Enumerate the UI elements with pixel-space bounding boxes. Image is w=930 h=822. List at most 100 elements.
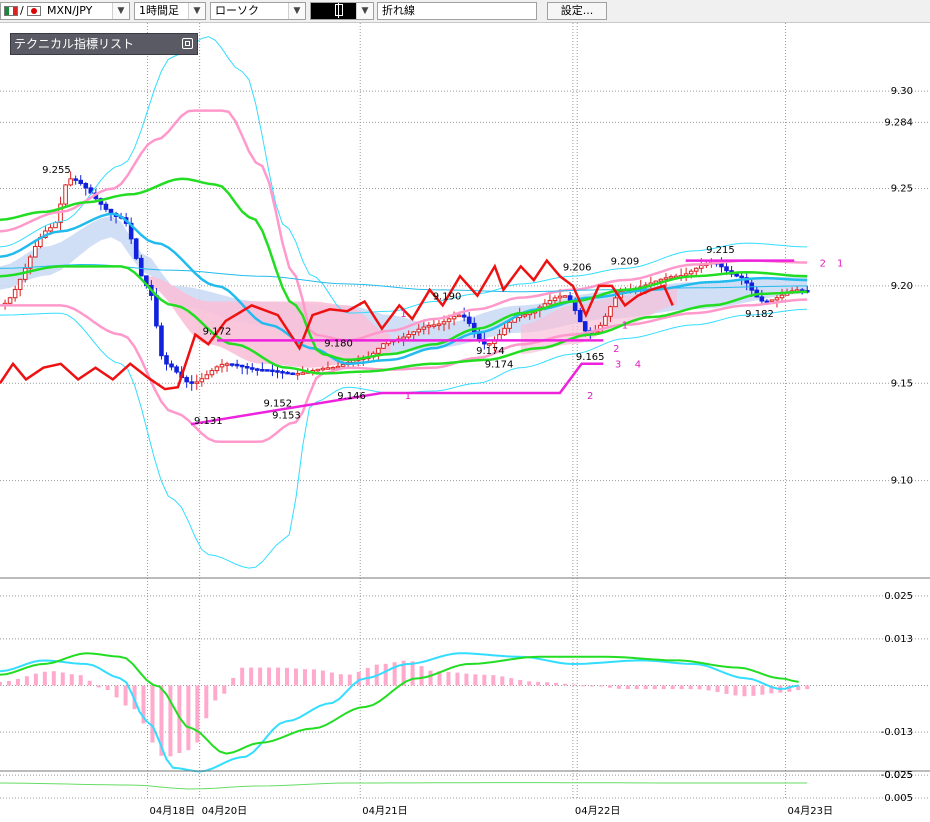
macd-histogram-bar [42, 671, 47, 686]
macd-histogram-bar [285, 667, 290, 686]
chart-type-select[interactable]: ローソク ▼ [210, 2, 306, 20]
macd-histogram-bar [688, 685, 693, 690]
price-label: 9.172 [203, 327, 232, 338]
candle-body [431, 324, 437, 327]
chevron-down-icon[interactable]: ▼ [188, 3, 205, 19]
candle-body [688, 270, 694, 275]
macd-histogram-bar [455, 672, 460, 686]
price-label: 9.182 [745, 309, 774, 320]
price-axis-label: 0.013 [884, 634, 913, 645]
candle-body [78, 179, 84, 184]
macd-histogram-bar [258, 667, 263, 686]
macd-signal-line [0, 652, 799, 755]
mexico-flag-icon [4, 6, 18, 16]
macd-histogram-bar [482, 674, 487, 686]
candle-style-select[interactable]: ▼ [310, 2, 374, 20]
candle-body [164, 355, 169, 365]
candle-body [224, 363, 230, 366]
candle-body [320, 367, 326, 371]
candle-body [83, 182, 89, 189]
candle-body [255, 368, 260, 371]
candle-body [159, 325, 164, 357]
bollinger-mid-upper-line [0, 109, 808, 342]
macd-histogram-bar [159, 685, 164, 756]
candle-body [199, 378, 205, 383]
macd-histogram-bar [78, 675, 83, 686]
candle-body [446, 318, 452, 323]
candle-body [189, 381, 195, 384]
chevron-down-icon[interactable]: ▼ [112, 3, 129, 19]
macd-histogram-bar [589, 685, 594, 687]
candle-body [285, 371, 290, 375]
macd-histogram-bar [527, 681, 532, 686]
candle-body [133, 238, 139, 259]
macd-panel [0, 652, 810, 773]
candle-body [522, 314, 528, 317]
macd-histogram-bar [607, 685, 612, 688]
macd-histogram-bar [401, 660, 406, 686]
red-line [0, 258, 674, 391]
macd-histogram-bar [231, 677, 236, 686]
price-axis-label: 0.005 [884, 793, 913, 804]
price-label: 9.146 [337, 391, 366, 402]
time-axis-label: 04月20日 [202, 805, 247, 817]
candle-body [658, 278, 664, 282]
candle-body [613, 297, 618, 308]
macd-histogram-bar [419, 666, 424, 686]
price-label: 9.209 [611, 256, 640, 267]
candle-body [416, 328, 422, 333]
candle-body [194, 381, 200, 384]
macd-histogram-bar [572, 684, 577, 686]
macd-histogram-bar [446, 671, 451, 686]
restore-window-icon[interactable] [182, 38, 193, 49]
candle-body [244, 365, 250, 369]
candle-body [340, 364, 346, 367]
macd-histogram-bar [383, 663, 388, 686]
timeframe-select[interactable]: 1時間足 ▼ [134, 2, 206, 20]
macd-histogram-bar [697, 685, 702, 690]
candle-body [734, 273, 739, 277]
chevron-down-icon[interactable]: ▼ [288, 3, 305, 19]
macd-histogram-bar [392, 662, 397, 686]
macd-histogram-bar [51, 671, 56, 686]
count-marker: 1 [837, 258, 843, 269]
price-label: 9.255 [42, 165, 71, 176]
macd-histogram-bar [204, 685, 209, 719]
macd-histogram-bar [715, 685, 720, 693]
settings-button[interactable]: 設定... [547, 2, 607, 20]
macd-histogram-bar [240, 667, 245, 686]
candle-body [436, 323, 442, 326]
macd-histogram-bar [0, 681, 2, 686]
line-type-select[interactable]: 折れ線 [377, 2, 537, 20]
macd-histogram-bar [670, 685, 675, 690]
candle-body [582, 321, 588, 332]
macd-histogram-bar [437, 671, 442, 686]
symbol-label: MXN/JPY [47, 4, 93, 17]
macd-histogram-bar [536, 681, 541, 686]
chevron-down-icon[interactable]: ▼ [356, 3, 373, 19]
oscillator-line [0, 782, 808, 790]
symbol-select[interactable]: / MXN/JPY ▼ [0, 2, 130, 20]
macd-histogram-bar [33, 673, 38, 686]
macd-histogram-bar [60, 672, 65, 686]
candle-body [719, 263, 724, 268]
macd-histogram-bar [347, 674, 352, 686]
chart-area[interactable]: 9.2559.1729.1319.1529.1539.1809.1469.190… [0, 23, 930, 822]
macd-histogram-bar [706, 685, 711, 691]
candle-body [401, 336, 406, 340]
price-axis-label: 9.20 [891, 281, 913, 292]
macd-histogram-bar [249, 667, 254, 686]
macd-histogram-bar [24, 676, 29, 686]
price-axis-label: 9.10 [891, 476, 913, 487]
candle-body [577, 310, 583, 323]
candle-body [33, 245, 38, 258]
candle-body [229, 363, 235, 366]
technical-indicator-list-panel[interactable]: テクニカル指標リスト [10, 33, 198, 55]
candle-body [381, 343, 386, 349]
candle-body [260, 369, 265, 372]
macd-histogram-bar [661, 685, 666, 690]
macd-histogram-bar [410, 661, 415, 686]
candle-body [249, 367, 255, 370]
japan-flag-icon [27, 6, 41, 16]
indicator-panel-title: テクニカル指標リスト [14, 37, 135, 51]
